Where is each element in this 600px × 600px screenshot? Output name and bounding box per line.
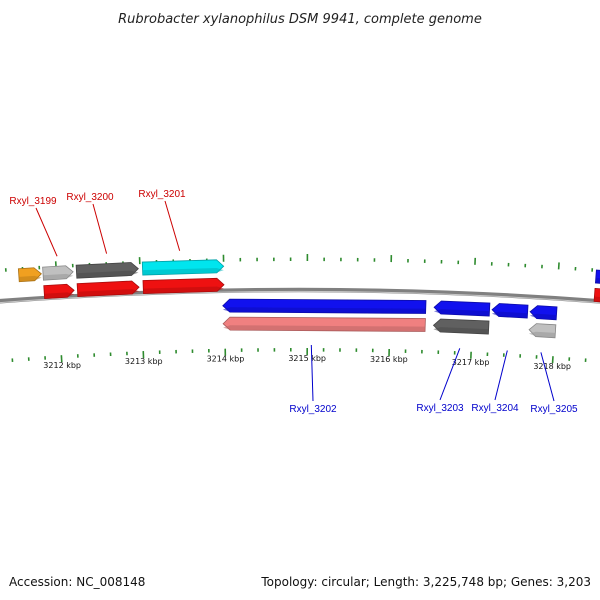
- cds-3199: [43, 283, 75, 300]
- next-gene-red: [593, 288, 600, 303]
- orange-gene-shade: [18, 275, 42, 282]
- tick-label: 3212 kbp: [43, 361, 81, 370]
- gene-3201-shade: [142, 267, 224, 275]
- label-leaders: [35, 200, 555, 402]
- leader-line: [540, 352, 555, 402]
- gene-3199: [42, 265, 74, 281]
- gene-3202: [222, 316, 426, 332]
- gene-features: [17, 259, 600, 339]
- next-gene-red-shade: [594, 296, 600, 302]
- gene-label-top: Rxyl_3200: [66, 192, 114, 203]
- gene-label-bottom: Rxyl_3205: [530, 404, 578, 415]
- leader-line: [164, 200, 181, 251]
- accession-text: Accession: NC_008148: [9, 575, 145, 589]
- gene-3205: [528, 323, 557, 339]
- map-title: Rubrobacter xylanophilus DSM 9941, compl…: [118, 12, 482, 27]
- next-gene-blue-shade: [595, 278, 600, 283]
- cds-3202: [222, 298, 427, 314]
- tick-marks-inner: [11, 348, 587, 364]
- gene-label-top: Rxyl_3201: [138, 189, 186, 200]
- gene-labels: Rxyl_3199 Rxyl_3200 Rxyl_3201 Rxyl_3202 Rxyl…: [9, 189, 578, 415]
- orange-gene: [17, 267, 42, 283]
- cds-3200: [76, 280, 140, 298]
- cds-3200-shade: [77, 289, 140, 297]
- leader-line: [310, 345, 314, 402]
- cds-3201: [142, 277, 225, 294]
- leader-line: [494, 350, 508, 401]
- cds-3205-shade: [529, 313, 557, 320]
- tick-labels: 3212 kbp 3213 kbp 3214 kbp 3215 kbp 3216 kbp…: [43, 354, 571, 371]
- gene-label-bottom: Rxyl_3203: [416, 403, 464, 414]
- tick-label: 3218 kbp: [533, 362, 571, 371]
- cds-3204: [491, 303, 529, 319]
- gene-3201: [141, 259, 225, 276]
- gene-3199-shade: [43, 273, 74, 280]
- gene-3200-shade: [76, 270, 139, 278]
- tick-label: 3216 kbp: [370, 355, 408, 364]
- gene-label-top: Rxyl_3199: [9, 196, 57, 207]
- cds-3203-shade: [433, 309, 490, 316]
- cds-3205: [529, 305, 558, 321]
- gene-label-bottom: Rxyl_3204: [471, 403, 519, 414]
- gene-3203-shade: [433, 327, 489, 334]
- cds-3202-shade: [222, 307, 426, 314]
- cds-3204-shade: [491, 311, 528, 318]
- gene-3203: [432, 318, 490, 335]
- cds-3201-shade: [143, 286, 225, 294]
- leader-line: [35, 207, 58, 257]
- gene-label-bottom: Rxyl_3202: [289, 404, 337, 415]
- tick-label: 3215 kbp: [288, 354, 326, 363]
- next-gene-blue: [594, 269, 600, 284]
- gene-3202-shade: [223, 325, 426, 332]
- gene-3200: [75, 262, 139, 279]
- leader-line: [92, 203, 108, 254]
- tick-label: 3213 kbp: [125, 357, 163, 366]
- tick-marks-outer: [4, 254, 594, 272]
- tick-label: 3214 kbp: [207, 355, 245, 364]
- tick-label: 3217 kbp: [452, 358, 490, 367]
- cds-3203: [433, 300, 491, 317]
- leader-line: [439, 348, 461, 401]
- backbone-highlight: [0, 290, 600, 304]
- cds-3199-shade: [44, 292, 75, 299]
- gene-3205-shade: [528, 331, 556, 338]
- topology-summary: Topology: circular; Length: 3,225,748 bp…: [260, 575, 591, 589]
